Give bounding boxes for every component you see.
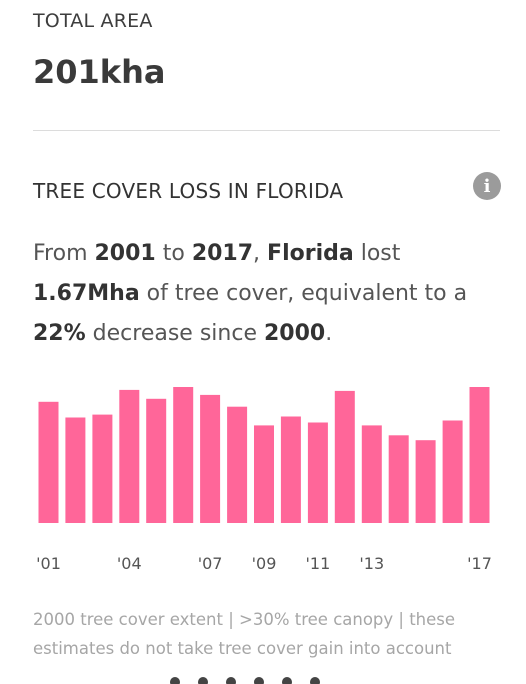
- widget-title: TREE COVER LOSS IN FLORIDA: [33, 179, 344, 203]
- x-tick-label: '11: [306, 554, 331, 573]
- section-divider: [33, 130, 500, 131]
- bar-2012[interactable]: [334, 390, 355, 523]
- bar-2006[interactable]: [173, 387, 194, 523]
- total-area-label: TOTAL AREA: [33, 10, 153, 32]
- bar-2014[interactable]: [388, 435, 409, 523]
- bar-2011[interactable]: [307, 422, 328, 524]
- loss-percent: 22%: [33, 321, 86, 346]
- bar-2001[interactable]: [38, 401, 59, 523]
- sentence-text: to: [155, 241, 192, 266]
- bar-2009[interactable]: [254, 425, 274, 523]
- sentence-text: decrease since: [85, 321, 264, 346]
- bar-2017[interactable]: [469, 387, 490, 523]
- bar-2003[interactable]: [92, 414, 113, 523]
- total-area-value: 201kha: [33, 53, 166, 91]
- sentence-text: lost: [353, 241, 401, 266]
- footnote: 2000 tree cover extent | >30% tree canop…: [33, 610, 456, 658]
- x-tick-label: '13: [359, 554, 384, 573]
- sentence-text: .: [325, 321, 333, 346]
- cutoff-text: [170, 672, 410, 684]
- bar-2002[interactable]: [65, 417, 86, 524]
- info-icon[interactable]: i: [473, 172, 501, 200]
- bar-2010[interactable]: [280, 416, 301, 524]
- tree-cover-loss-chart: '01 '04 '07 '09 '11 '13 '17: [36, 387, 492, 573]
- x-tick-label: '07: [198, 554, 223, 573]
- end-year: 2017: [191, 241, 254, 266]
- bar-2016[interactable]: [442, 420, 463, 524]
- bar-2005[interactable]: [146, 398, 167, 523]
- region-name: Florida: [267, 241, 354, 266]
- x-tick-label: '04: [117, 554, 142, 573]
- baseline-year: 2000: [263, 321, 326, 346]
- bar-2004[interactable]: [119, 389, 140, 523]
- loss-amount: 1.67Mha: [33, 281, 140, 306]
- bar-2008[interactable]: [227, 406, 248, 523]
- loss-summary-sentence: From 2001 to 2017, Florida lost 1.67Mha …: [33, 234, 503, 354]
- sentence-text: From: [33, 241, 95, 266]
- sentence-text: ,: [253, 241, 268, 266]
- x-tick-label: '01: [36, 554, 61, 573]
- bar-2013[interactable]: [361, 425, 382, 523]
- bar-2015[interactable]: [415, 440, 436, 523]
- x-tick-label: '09: [252, 554, 277, 573]
- start-year: 2001: [94, 241, 156, 266]
- sentence-text: of tree cover, equivalent to a: [139, 281, 468, 306]
- bar-2007[interactable]: [200, 394, 221, 523]
- x-tick-label: '17: [467, 554, 492, 573]
